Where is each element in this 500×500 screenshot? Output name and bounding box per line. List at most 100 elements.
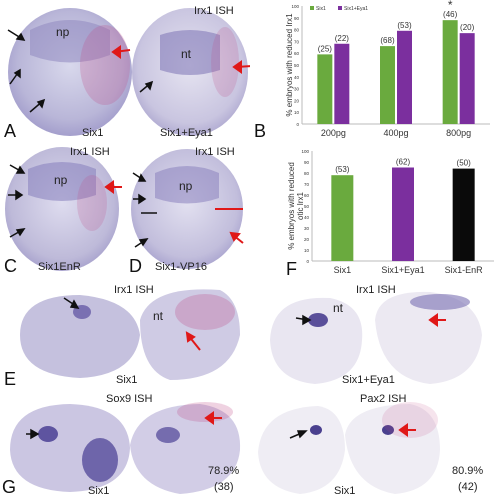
panel-a-caption-six1-eya1: Six1+Eya1: [160, 127, 213, 139]
chart-b-legend-swatch: [310, 6, 314, 10]
chart-f-y-tick-label: 10: [304, 248, 310, 253]
chart-f-y-tick-label: 50: [304, 204, 310, 209]
panel-g-percent-right: 80.9%: [452, 465, 484, 477]
panel-a-nt-label: nt: [181, 47, 192, 61]
panel-g-caption-right: Six1: [334, 485, 356, 497]
chart-f-y-tick-label: 70: [304, 182, 310, 187]
chart-f-y-tick-label: 40: [304, 215, 310, 220]
panel-e-caption-left: Six1: [116, 374, 138, 386]
panel-d-caption: Six1-VP16: [155, 261, 207, 273]
chart-b-y-tick-label: 50: [294, 63, 300, 68]
chart-b-bar: [459, 33, 475, 124]
chart-f-bar: [392, 167, 414, 261]
panel-c-stain-label: Irx1 ISH: [70, 146, 110, 158]
panel-d: D Irx1 ISH np Six1-VP16: [125, 143, 250, 280]
chart-f-y-axis-label-line: otic Irx1: [296, 191, 305, 220]
chart-f-bar-label: (50): [457, 159, 472, 168]
chart-b-bar-label: (20): [460, 23, 475, 32]
chart-b-y-axis-label: % embryos with reduced Irx1: [285, 13, 294, 117]
chart-b-bar-label: (53): [397, 21, 412, 30]
chart-b-bar-label: (46): [443, 10, 458, 19]
chart-b-y-tick-label: 20: [294, 98, 300, 103]
panel-e-stain-right: Irx1 ISH: [356, 284, 396, 296]
chart-b-category-label: 800pg: [446, 128, 471, 138]
panel-f-letter: F: [286, 259, 297, 279]
panel-c: C Irx1 ISH np Six1EnR: [0, 143, 125, 280]
panel-e-letter: E: [4, 369, 17, 389]
chart-b-legend-label: Six1: [316, 6, 326, 12]
panel-g-image: [10, 402, 440, 494]
chart-f-y-tick-label: 0: [306, 259, 309, 264]
panel-e-image: [20, 289, 482, 384]
chart-f-category-label: Six1+Eya1: [381, 265, 424, 275]
panel-a-caption-six1: Six1: [82, 127, 104, 139]
panel-g-percent-left: 78.9%: [208, 465, 240, 477]
panel-a-letter: A: [4, 121, 17, 141]
panel-g-n-right: (42): [458, 481, 478, 493]
chart-b-y-tick-label: 100: [291, 4, 299, 9]
panel-b: 0 10 20 30 40 50 60 70 80 90 100 % embryos with red…: [250, 0, 500, 143]
panel-d-image: [131, 149, 244, 269]
chart-f-y-tick-label: 100: [301, 149, 309, 154]
panel-d-np-label: np: [179, 179, 193, 193]
chart-b-y-tick-label: 40: [294, 75, 300, 80]
panel-g-stain-right: Pax2 ISH: [360, 393, 407, 405]
panel-f: 0 10 20 30 40 50 60 70 80 90 100 % embryos with red…: [250, 143, 500, 280]
chart-f-y-tick-label: 80: [304, 171, 310, 176]
panel-d-stain-label: Irx1 ISH: [195, 146, 235, 158]
chart-f-category-label: Six1: [334, 265, 352, 275]
panel-a-stain-label: Irx1 ISH: [194, 5, 234, 17]
panel-a-image: [7, 8, 250, 136]
chart-b-category-label: 400pg: [383, 128, 408, 138]
chart-b-y-tick-label: 80: [294, 28, 300, 33]
panel-b-chart: 0 10 20 30 40 50 60 70 80 90 100 % embryos with red…: [285, 0, 490, 138]
chart-f-bar: [331, 175, 354, 261]
panel-e-nt-right: nt: [333, 301, 344, 315]
chart-f-bar-label: (53): [335, 165, 350, 174]
panel-e-stain-left: Irx1 ISH: [114, 284, 154, 296]
panel-e-nt-left: nt: [153, 309, 164, 323]
panel-f-chart: 0 10 20 30 40 50 60 70 80 90 100 % embryos with red…: [287, 149, 494, 275]
chart-b-significance-marker: *: [448, 0, 453, 12]
chart-f-bar: [452, 168, 475, 261]
chart-b-y-tick-label: 90: [294, 16, 300, 21]
panel-c-letter: C: [4, 256, 17, 276]
panel-a-np-label: np: [56, 25, 70, 39]
chart-b-bar: [380, 46, 395, 125]
panel-d-letter: D: [129, 256, 142, 276]
panel-c-image: [5, 147, 122, 271]
panel-g-caption-left: Six1: [88, 485, 110, 497]
chart-b-category-label: 200pg: [321, 128, 346, 138]
chart-f-y-axis-label-line: % embryos with reduced: [287, 162, 296, 250]
chart-b-bar-label: (68): [380, 36, 395, 45]
panel-g-n-left: (38): [214, 481, 234, 493]
chart-b-bar-label: (25): [318, 44, 333, 53]
chart-b-y-tick-label: 0: [296, 122, 299, 127]
panel-b-letter: B: [254, 121, 267, 141]
panel-c-np-label: np: [54, 173, 68, 187]
panel-g: G Sox9 ISH Pax2 ISH Six1 Six1 78.9% (38)…: [0, 390, 500, 500]
panel-g-stain-left: Sox9 ISH: [106, 393, 153, 405]
chart-f-bar-label: (62): [396, 158, 411, 167]
panel-a: A Irx1 ISH np nt Six1 Six1+Eya1: [0, 0, 250, 143]
panel-e: E Irx1 ISH Irx1 ISH nt nt Six1 Six1+Eya1: [0, 280, 500, 390]
chart-b-y-tick-label: 60: [294, 51, 300, 56]
chart-f-y-axis-label: % embryos with reducedotic Irx1: [287, 162, 305, 250]
chart-b-legend-label: Six1+Eya1: [344, 6, 368, 12]
chart-b-legend-swatch: [338, 6, 342, 10]
chart-b-bar: [442, 20, 458, 124]
chart-b-y-tick-label: 10: [294, 110, 300, 115]
chart-f-y-tick-label: 90: [304, 160, 310, 165]
chart-f-y-tick-label: 60: [304, 193, 310, 198]
chart-f-category-label: Six1-EnR: [445, 265, 484, 275]
panel-e-caption-right: Six1+Eya1: [342, 374, 395, 386]
chart-b-bar: [397, 30, 412, 125]
chart-b-bar-label: (22): [335, 34, 350, 43]
panel-c-caption: Six1EnR: [38, 261, 81, 273]
chart-f-y-tick-label: 30: [304, 226, 310, 231]
chart-b-bar: [334, 43, 350, 125]
chart-b-y-tick-label: 70: [294, 39, 300, 44]
panel-g-letter: G: [2, 477, 17, 497]
chart-b-bar: [317, 54, 333, 124]
chart-b-y-tick-label: 30: [294, 87, 300, 92]
